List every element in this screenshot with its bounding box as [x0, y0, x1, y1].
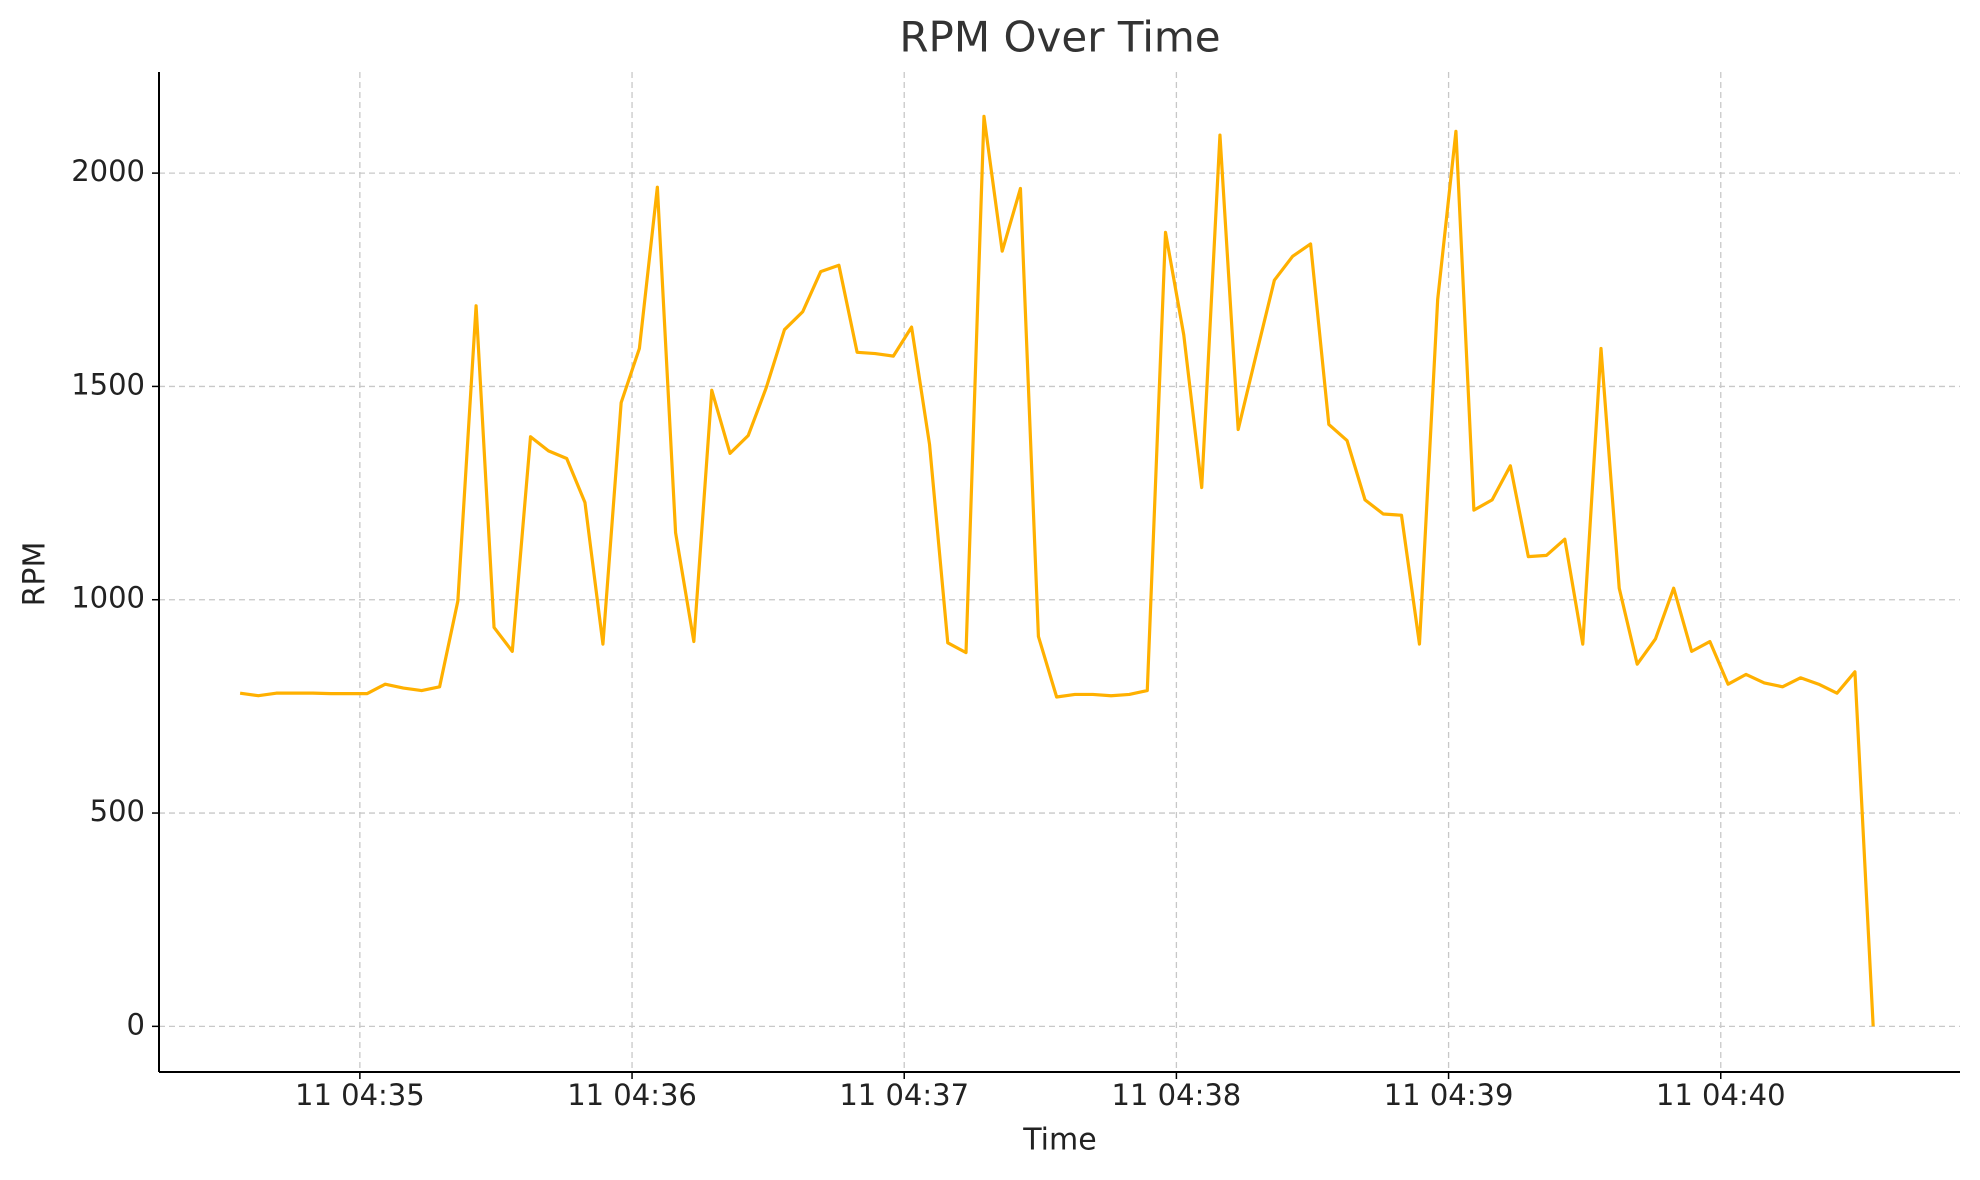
x-tick-label: 11 04:36	[567, 1078, 697, 1112]
y-axis-label: RPM	[18, 542, 53, 607]
y-tick-label: 1500	[71, 367, 145, 401]
x-tick-label: 11 04:40	[1656, 1078, 1786, 1112]
x-tick-label: 11 04:39	[1384, 1078, 1514, 1112]
x-tick-label: 11 04:35	[295, 1078, 425, 1112]
x-tick-label: 11 04:37	[839, 1078, 969, 1112]
data-line	[239, 114, 1875, 1027]
y-tick-label: 2000	[71, 154, 145, 188]
y-tick-label: 0	[127, 1007, 145, 1041]
y-tick-label: 500	[90, 794, 145, 828]
y-tick-label: 1000	[71, 581, 145, 615]
x-tick-label: 11 04:38	[1112, 1078, 1242, 1112]
x-axis-label: Time	[1022, 1123, 1096, 1158]
chart-title: RPM Over Time	[899, 13, 1220, 62]
